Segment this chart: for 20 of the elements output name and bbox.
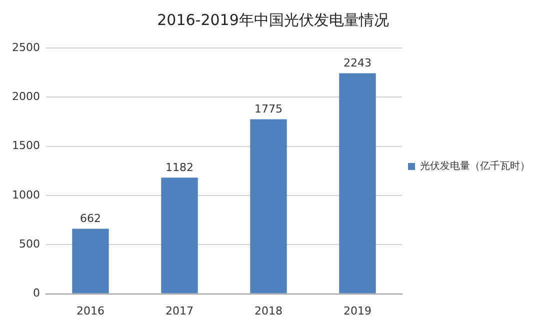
- data-label: 1775: [254, 102, 282, 116]
- x-tick-label: 2016: [76, 304, 104, 318]
- y-tick-label: 500: [18, 238, 40, 250]
- data-label: 2243: [344, 56, 372, 70]
- x-tick-label: 2019: [344, 304, 372, 318]
- bar: [339, 73, 376, 294]
- data-label: 1182: [165, 160, 194, 174]
- bar: [72, 228, 109, 294]
- x-tick-label: 2018: [254, 304, 282, 318]
- legend-label: 光伏发电量（亿千瓦时）: [420, 160, 530, 172]
- y-tick-label: 2000: [12, 90, 40, 104]
- bar: [250, 119, 287, 294]
- y-tick-label: 1500: [12, 139, 40, 152]
- y-tick-label: 1000: [12, 188, 40, 202]
- data-label: 662: [80, 212, 101, 226]
- y-tick-label: 0: [32, 286, 40, 300]
- y-tick-label: 2500: [12, 40, 40, 54]
- bar: [161, 178, 198, 294]
- x-tick-label: 2017: [165, 304, 194, 318]
- chart-title: 2016-2019年中国光伏发电量情况: [157, 10, 389, 29]
